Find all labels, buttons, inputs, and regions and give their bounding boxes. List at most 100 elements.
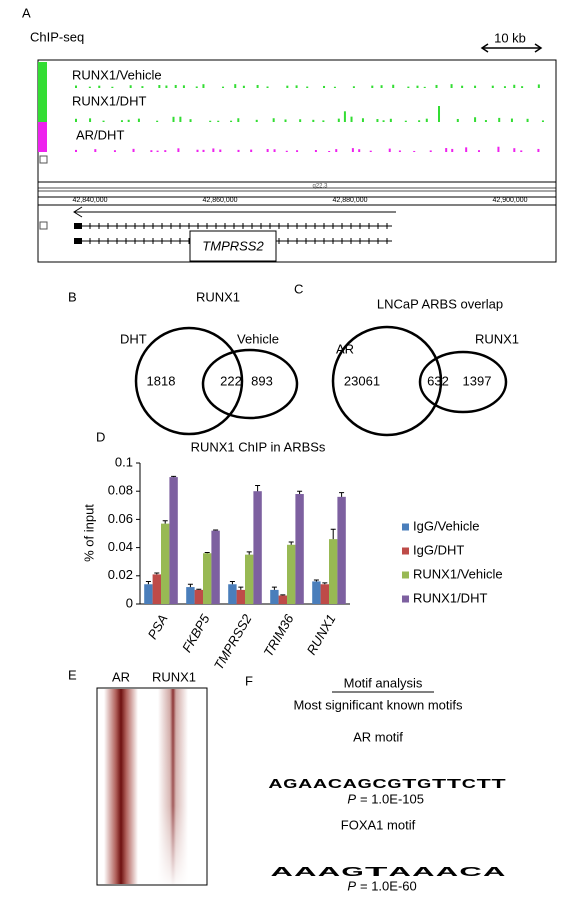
peak: [314, 150, 317, 152]
scale-arrows: [480, 43, 543, 53]
heatmap-fade: [150, 689, 196, 884]
error-bar: [339, 492, 345, 497]
bar: [329, 539, 338, 604]
peak: [465, 147, 468, 152]
error-bar: [313, 579, 319, 582]
bar: [152, 574, 161, 604]
logo-letter: A: [318, 864, 342, 879]
peak: [361, 118, 364, 122]
legend-label: IgG/Vehicle: [413, 518, 480, 533]
peak: [416, 85, 419, 88]
exon: [74, 238, 82, 244]
panel-label: D: [96, 429, 105, 444]
logo-letter: G: [387, 776, 401, 791]
venn-count: 1818: [147, 373, 176, 388]
venn-title: LNCaP ARBS overlap: [377, 296, 503, 311]
logo-letter: T: [477, 776, 491, 791]
peak: [299, 119, 302, 122]
y-tick-label: 0.06: [108, 511, 133, 526]
error-bar: [162, 520, 168, 524]
track-label: RUNX1/DHT: [72, 93, 146, 108]
peak: [389, 118, 392, 122]
bar: [337, 496, 346, 604]
peak: [371, 85, 374, 88]
peak: [513, 84, 516, 88]
bar: [245, 554, 254, 604]
legend-label: RUNX1/Vehicle: [413, 566, 503, 581]
peak: [113, 150, 116, 152]
bar: [228, 584, 237, 604]
x-tick-label: RUNX1: [304, 612, 339, 658]
motif-subtitle: Most significant known motifs: [293, 697, 463, 712]
venn-count: 1397: [463, 373, 492, 388]
error-bar: [213, 529, 219, 531]
motif-title: Motif analysis: [344, 675, 423, 690]
panel-title: ChIP-seq: [30, 29, 84, 44]
peak: [75, 149, 77, 152]
legend-swatch: [402, 595, 409, 603]
peak: [89, 118, 92, 122]
logo-letter: T: [491, 776, 505, 791]
error-bar: [280, 594, 286, 596]
track-color: [38, 122, 47, 152]
peak: [484, 120, 487, 122]
peak: [150, 150, 153, 152]
bar: [270, 589, 279, 604]
x-tick-label: PSA: [145, 612, 171, 642]
track-color: [38, 62, 47, 122]
scale-label: 10 kb: [494, 30, 526, 45]
venn-count: 893: [251, 373, 273, 388]
bar: [161, 523, 170, 604]
peak: [425, 118, 428, 122]
panel-label: E: [68, 667, 77, 682]
peak: [234, 84, 237, 88]
peak: [477, 150, 480, 152]
peak: [272, 118, 275, 122]
bar: [194, 589, 203, 604]
peak: [352, 86, 355, 88]
peak: [285, 150, 288, 152]
logo-letter: G: [283, 776, 297, 791]
peak: [503, 86, 506, 88]
peak: [407, 86, 410, 88]
peak: [209, 120, 212, 122]
peak: [222, 86, 225, 88]
set-label: RUNX1: [475, 331, 519, 346]
error-bar: [297, 490, 303, 495]
peak: [328, 150, 331, 152]
peak: [182, 85, 185, 88]
peak: [456, 118, 459, 122]
bar: [186, 587, 195, 604]
strand-arrow-head: [73, 206, 83, 218]
peak: [165, 85, 168, 88]
logo-letter: A: [483, 864, 507, 879]
peak: [413, 150, 416, 152]
peak: [75, 118, 77, 122]
peak: [521, 86, 524, 88]
gene-box: [189, 230, 277, 262]
peak: [392, 84, 395, 88]
peak: [202, 149, 205, 152]
x-tick-label: TRIM36: [260, 611, 296, 659]
peak: [369, 150, 372, 152]
venn-circle: [134, 326, 244, 436]
peak: [323, 85, 326, 88]
peak: [423, 86, 426, 88]
peak: [513, 148, 516, 152]
peak: [322, 120, 325, 122]
logo-letter: A: [412, 864, 436, 879]
logo-letter: G: [358, 776, 372, 791]
peak: [286, 85, 289, 88]
peak: [296, 150, 299, 152]
p-symbol: P: [347, 878, 356, 893]
coordinate: 42,880,000: [332, 197, 367, 204]
panel-label: B: [68, 289, 77, 304]
coordinate: 42,900,000: [492, 197, 527, 204]
bar: [295, 494, 304, 604]
peak: [230, 120, 233, 122]
logo-letter: C: [372, 776, 387, 791]
peak: [256, 84, 259, 88]
browser-frame: [37, 59, 557, 263]
bar: [211, 530, 220, 604]
peak: [382, 120, 385, 122]
